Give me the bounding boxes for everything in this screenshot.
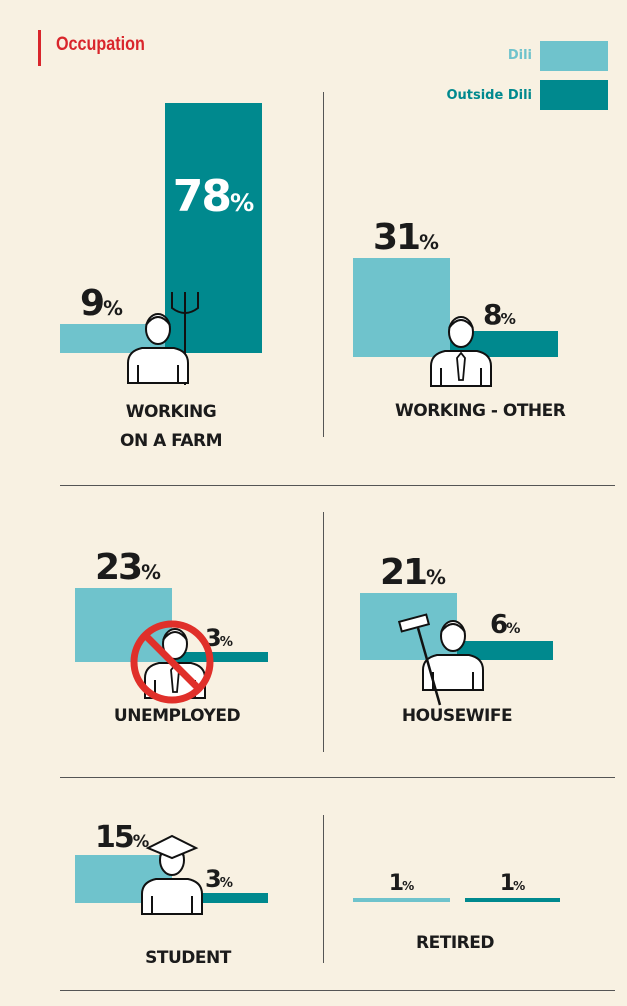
title: Occupation bbox=[56, 34, 145, 55]
data-label: 1% bbox=[388, 871, 415, 897]
data-label: 21% bbox=[380, 551, 446, 593]
icon-part bbox=[440, 620, 466, 652]
data-label: 78% bbox=[172, 171, 255, 223]
category-label: WORKING ON A FARM bbox=[120, 402, 223, 451]
data-label: 1% bbox=[499, 871, 526, 897]
icon-part bbox=[141, 878, 203, 915]
data-label: 23% bbox=[95, 547, 161, 589]
legend-swatch bbox=[540, 80, 608, 110]
category-label: UNEMPLOYED bbox=[113, 706, 241, 726]
icon-part bbox=[440, 623, 466, 633]
data-label: 6% bbox=[490, 610, 521, 641]
bar bbox=[465, 898, 560, 902]
icon-part bbox=[422, 654, 484, 691]
divider bbox=[323, 92, 324, 437]
divider bbox=[323, 815, 324, 963]
legend-label: Dili bbox=[507, 48, 532, 63]
legend-swatch bbox=[540, 41, 608, 71]
bar bbox=[165, 103, 262, 353]
icon-part bbox=[456, 351, 466, 381]
icon-part bbox=[448, 319, 474, 329]
icon-part bbox=[145, 834, 199, 860]
data-label: 9% bbox=[80, 283, 123, 324]
data-label: 31% bbox=[373, 216, 439, 258]
bar bbox=[457, 640, 553, 660]
divider bbox=[323, 512, 324, 752]
icon-part bbox=[448, 316, 474, 348]
legend-label: Outside Dili bbox=[446, 88, 532, 103]
icon-part bbox=[162, 628, 188, 660]
divider bbox=[60, 485, 615, 486]
icon-part bbox=[416, 627, 442, 706]
data-label: 3% bbox=[205, 864, 233, 893]
icon-part bbox=[145, 316, 171, 326]
icon-part bbox=[130, 620, 214, 704]
bar bbox=[172, 893, 268, 903]
data-label: 8% bbox=[483, 297, 516, 331]
divider bbox=[60, 777, 615, 778]
category-label: RETIRED bbox=[416, 933, 494, 953]
icon-part bbox=[143, 633, 201, 691]
bar bbox=[353, 257, 450, 357]
bar bbox=[353, 898, 450, 902]
bar bbox=[172, 652, 268, 662]
icon-part bbox=[171, 292, 199, 314]
divider bbox=[60, 990, 615, 991]
icon-part bbox=[397, 613, 431, 633]
icon-part bbox=[145, 313, 171, 345]
title-accent bbox=[38, 30, 41, 66]
icon-part bbox=[162, 631, 188, 641]
data-label: 15% bbox=[95, 819, 150, 855]
category-label: STUDENT bbox=[145, 948, 231, 968]
category-label: HOUSEWIFE bbox=[401, 706, 513, 726]
icon-part bbox=[127, 347, 189, 384]
